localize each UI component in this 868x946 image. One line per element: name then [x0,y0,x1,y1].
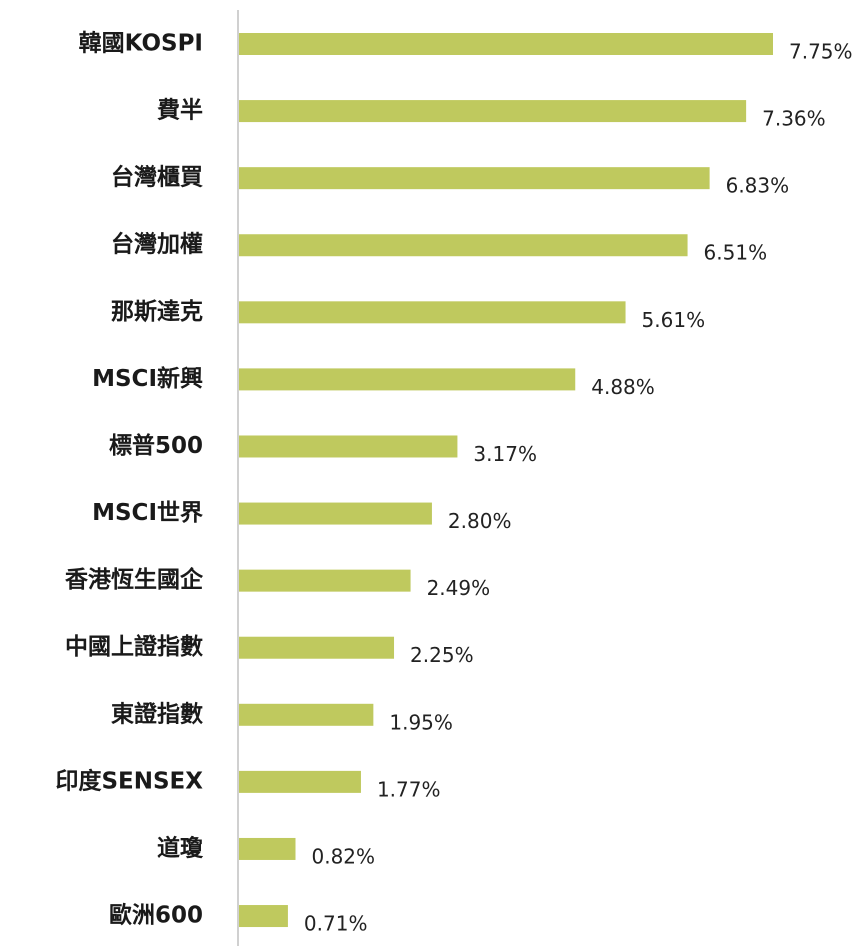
value-label: 6.83% [726,174,790,198]
category-label: 印度SENSEX [55,767,203,794]
category-label: 台灣加權 [111,231,203,258]
category-label: 中國上證指數 [65,633,203,660]
bar [239,234,688,257]
category-label: 韓國KOSPI [79,30,203,57]
value-label: 2.49% [427,576,491,600]
bar [239,167,710,190]
category-label: 香港恆生國企 [65,566,204,593]
category-label: 費半 [157,98,203,124]
value-label: 7.36% [762,107,826,131]
category-label: MSCI世界 [92,500,203,526]
category-label: 歐洲600 [109,902,203,929]
value-label: 0.82% [312,844,376,868]
value-label: 2.80% [448,509,512,533]
value-label: 7.75% [789,40,853,64]
bar [239,569,411,592]
category-label: 標普500 [109,432,203,459]
bar [239,33,773,55]
value-label: 0.71% [304,912,368,936]
category-label: MSCI新興 [92,365,203,392]
bar [239,301,626,324]
category-label: 東證指數 [111,700,203,727]
bar [239,703,374,726]
category-label: 台灣櫃買 [111,164,203,191]
bar [239,435,458,458]
bar [239,100,747,123]
value-label: 2.25% [410,643,474,667]
bar [239,636,395,659]
bar [239,837,296,860]
value-label: 5.61% [642,308,706,332]
bar [239,502,432,525]
value-label: 1.77% [377,777,441,801]
bar [239,770,361,793]
category-label: 道瓊 [157,834,204,861]
value-label: 3.17% [473,442,537,466]
value-label: 1.95% [389,710,453,734]
bar [239,368,576,391]
bar [239,905,288,928]
value-label: 4.88% [591,375,655,399]
value-label: 6.51% [704,241,768,265]
category-label: 那斯達克 [111,298,203,325]
